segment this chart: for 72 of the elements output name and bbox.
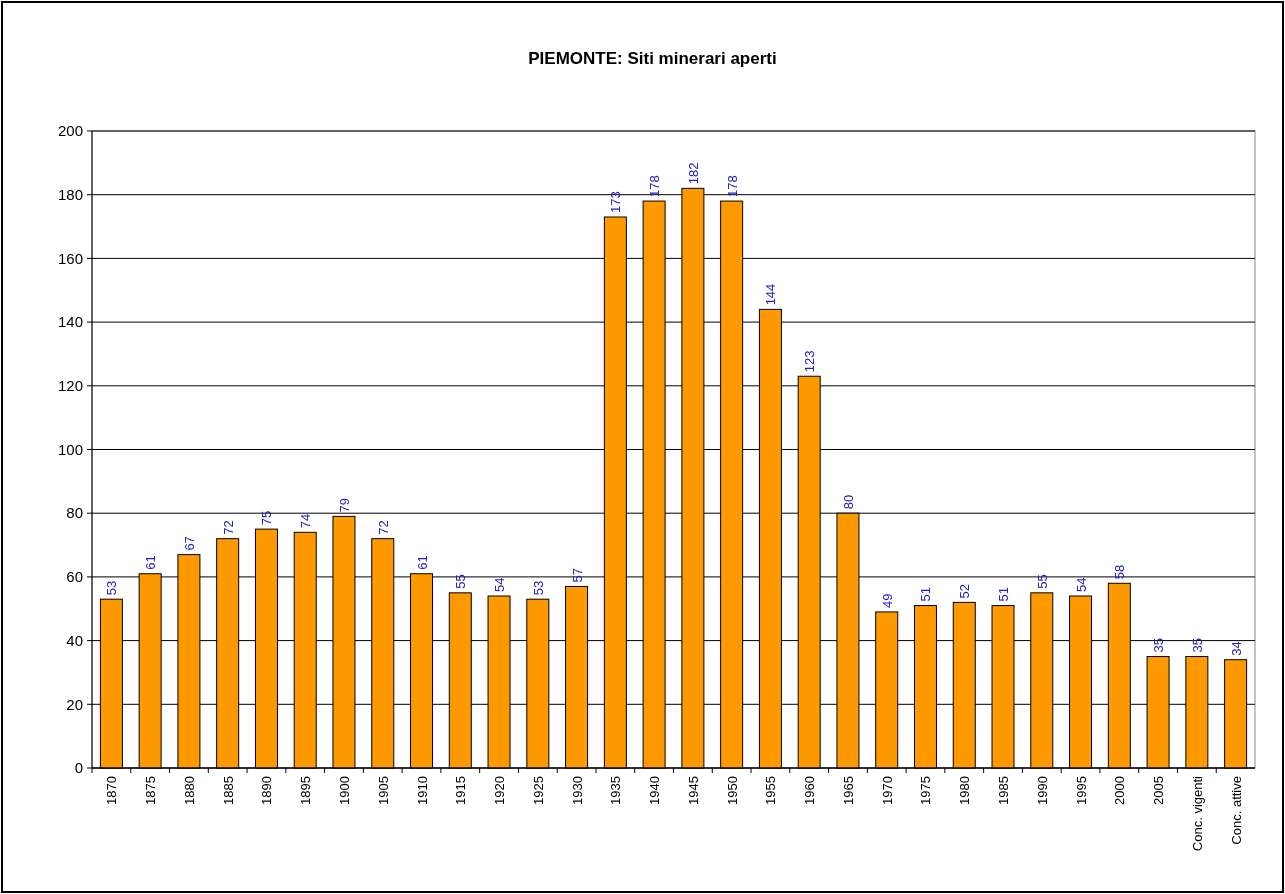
data-label: 75 xyxy=(259,510,275,526)
x-tick-label: 1905 xyxy=(375,776,391,805)
x-tick-label: 1900 xyxy=(336,776,352,805)
x-tick-label: 2000 xyxy=(1112,776,1128,805)
data-label: 53 xyxy=(530,580,546,596)
data-label: 51 xyxy=(996,587,1012,602)
data-label: 178 xyxy=(724,175,740,198)
x-tick-label: 1920 xyxy=(492,776,508,805)
data-label: 58 xyxy=(1112,564,1128,580)
data-label: 53 xyxy=(104,580,120,596)
data-label: 52 xyxy=(957,583,973,599)
x-tick-label: 1880 xyxy=(181,776,197,805)
data-label: 61 xyxy=(414,555,430,570)
chart-title: PIEMONTE: Siti minerari aperti xyxy=(528,49,777,68)
y-tick-label: 0 xyxy=(74,759,83,777)
data-label: 55 xyxy=(1034,574,1050,589)
y-tick-label: 180 xyxy=(57,185,83,203)
x-tick-label: 1890 xyxy=(259,776,275,805)
data-label: 57 xyxy=(569,567,585,583)
y-tick-label: 200 xyxy=(57,122,83,140)
x-tick-label: 2005 xyxy=(1151,776,1167,805)
y-tick-label: 160 xyxy=(57,249,83,267)
data-label: 74 xyxy=(298,513,314,529)
y-tick-label: 40 xyxy=(66,631,83,649)
x-tick-label: 1955 xyxy=(763,776,779,805)
data-label: 144 xyxy=(763,283,779,306)
x-tick-label: 1925 xyxy=(530,776,546,805)
x-tick-label: 1940 xyxy=(647,776,663,805)
x-tick-label: 1870 xyxy=(104,776,120,805)
data-label: 67 xyxy=(181,536,197,551)
data-label: 55 xyxy=(453,574,469,589)
x-tick-label: Conc. attive xyxy=(1228,776,1244,845)
data-label: 79 xyxy=(336,497,352,513)
x-tick-label: 1970 xyxy=(879,776,895,805)
data-label: 61 xyxy=(143,555,159,570)
x-tick-label: 1980 xyxy=(957,776,973,805)
x-tick-label: 1985 xyxy=(996,776,1012,805)
x-tick-label: 1965 xyxy=(840,776,856,805)
x-tick-label: 1975 xyxy=(918,776,934,805)
data-label: 80 xyxy=(840,494,856,510)
x-tick-label: 1930 xyxy=(569,776,585,805)
data-label: 54 xyxy=(1073,577,1089,593)
x-tick-label: 1945 xyxy=(685,776,701,805)
data-label: 35 xyxy=(1189,638,1205,653)
y-tick-label: 120 xyxy=(57,377,83,395)
data-label: 51 xyxy=(918,587,934,602)
x-tick-label: Conc. vigenti xyxy=(1189,775,1205,852)
y-tick-label: 80 xyxy=(66,504,83,522)
data-label: 123 xyxy=(802,350,818,373)
x-tick-label: 1960 xyxy=(802,776,818,805)
x-tick-label: 1895 xyxy=(298,776,314,805)
data-label: 173 xyxy=(608,191,624,213)
data-label: 34 xyxy=(1228,641,1244,656)
y-tick-label: 20 xyxy=(66,695,83,713)
x-tick-label: 1990 xyxy=(1034,776,1050,805)
data-label: 49 xyxy=(879,593,895,608)
x-tick-label: 1995 xyxy=(1073,776,1089,805)
data-label: 178 xyxy=(647,175,663,198)
x-tick-label: 1935 xyxy=(608,776,624,805)
x-tick-label: 1875 xyxy=(143,776,159,805)
data-label: 72 xyxy=(375,520,391,535)
y-tick-label: 100 xyxy=(57,440,83,458)
data-label: 182 xyxy=(685,162,701,185)
y-tick-label: 60 xyxy=(66,568,83,586)
x-tick-label: 1910 xyxy=(414,776,430,805)
x-tick-label: 1950 xyxy=(724,776,740,805)
x-tick-label: 1915 xyxy=(453,776,469,805)
data-label: 35 xyxy=(1151,638,1167,653)
data-label: 72 xyxy=(220,520,236,535)
y-tick-label: 140 xyxy=(57,313,83,331)
data-label: 54 xyxy=(492,577,508,593)
x-tick-label: 1885 xyxy=(220,776,236,805)
